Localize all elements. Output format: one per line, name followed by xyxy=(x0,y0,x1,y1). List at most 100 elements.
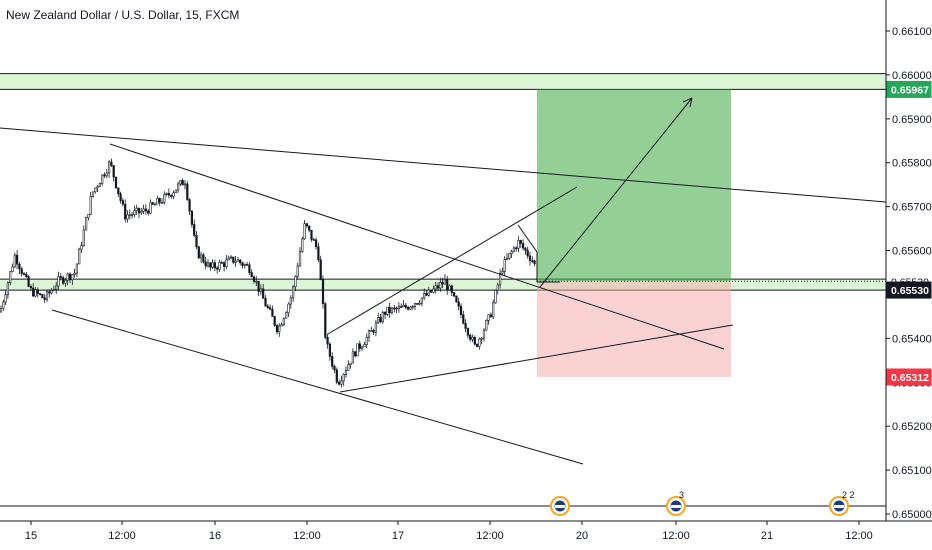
candle xyxy=(427,287,430,297)
candle-body xyxy=(494,289,497,304)
candle xyxy=(225,255,228,269)
candle-body xyxy=(71,274,74,281)
candle xyxy=(448,284,451,291)
candle xyxy=(296,262,299,279)
candle xyxy=(142,204,145,214)
chart-title: New Zealand Dollar / U.S. Dollar, 15, FX… xyxy=(6,8,239,22)
candle xyxy=(41,294,44,299)
candle-body xyxy=(85,217,88,231)
event-marker[interactable] xyxy=(550,496,570,516)
channel-bottom-line[interactable] xyxy=(51,309,584,465)
candle-body xyxy=(275,325,279,333)
candle xyxy=(347,360,350,371)
trendlines-layer[interactable] xyxy=(0,97,887,465)
candle xyxy=(342,373,345,386)
pattern-line-a[interactable] xyxy=(517,224,538,253)
candle-body xyxy=(73,272,76,275)
candle-body xyxy=(370,330,373,332)
candle xyxy=(234,256,237,267)
candle xyxy=(510,249,513,259)
resistance-zone[interactable] xyxy=(0,73,886,90)
time-tick-label: 16 xyxy=(209,530,221,542)
candle xyxy=(98,182,101,187)
candle xyxy=(236,257,240,262)
candle-body xyxy=(0,308,3,313)
candle xyxy=(73,268,76,278)
candle xyxy=(57,271,60,291)
candle-body xyxy=(156,198,159,205)
candle-body xyxy=(257,280,260,292)
price-badge: 0.65312 xyxy=(886,368,932,386)
candle-body xyxy=(50,290,53,294)
candle xyxy=(213,259,217,271)
upper-trendline[interactable] xyxy=(0,127,887,203)
candle-body xyxy=(517,240,520,249)
candle-body xyxy=(443,279,447,285)
candle xyxy=(519,239,522,248)
candle-body xyxy=(531,260,534,262)
candle-body xyxy=(57,276,60,287)
candle-body xyxy=(273,316,276,326)
candle-body xyxy=(528,255,532,261)
candle-body xyxy=(248,264,251,273)
candle xyxy=(193,219,196,238)
candle-body xyxy=(508,253,511,259)
target-arrow-line[interactable] xyxy=(539,97,693,288)
candle xyxy=(131,212,134,219)
candle-body xyxy=(121,200,124,205)
candle-body xyxy=(172,192,175,197)
candle xyxy=(418,300,421,306)
candle-body xyxy=(282,317,286,325)
candle xyxy=(50,288,53,295)
candle-body xyxy=(515,247,518,250)
time-tick-label: 20 xyxy=(576,530,588,542)
candle-body xyxy=(147,210,150,214)
candle xyxy=(156,195,159,205)
candle xyxy=(216,265,219,274)
target-zone[interactable] xyxy=(537,89,731,282)
candle-body xyxy=(294,276,297,288)
candle-body xyxy=(379,317,382,323)
long-position-tool[interactable] xyxy=(537,89,886,378)
stop-zone[interactable] xyxy=(537,281,731,378)
candle-body xyxy=(519,240,522,244)
candle-body xyxy=(75,263,78,274)
time-tick-label: 12:00 xyxy=(476,530,504,542)
candle-body xyxy=(48,291,51,294)
candle xyxy=(82,225,85,247)
candle xyxy=(278,323,281,337)
candle xyxy=(71,273,74,286)
candle-body xyxy=(342,374,345,382)
wedge-upper-line[interactable] xyxy=(327,186,578,335)
candle xyxy=(383,310,387,320)
candle-body xyxy=(32,287,35,297)
candle xyxy=(183,180,187,190)
candle xyxy=(43,294,46,303)
candle xyxy=(144,204,148,215)
event-marker[interactable]: 2 2 xyxy=(829,490,855,516)
candle-body xyxy=(482,329,486,339)
economic-events-layer[interactable]: 3 2 2 xyxy=(550,490,855,516)
candle-body xyxy=(2,301,5,309)
wedge-lower-line[interactable] xyxy=(339,324,734,393)
candle-body xyxy=(124,203,127,220)
event-marker[interactable]: 3 xyxy=(666,490,686,516)
candle-body xyxy=(423,293,426,299)
candle xyxy=(135,204,138,215)
candle-body xyxy=(250,272,253,278)
candle-body xyxy=(94,187,97,193)
channel-top-line[interactable] xyxy=(109,143,725,350)
candle xyxy=(105,168,108,179)
candle xyxy=(229,255,233,260)
candle xyxy=(374,319,378,337)
candle-body xyxy=(259,288,263,292)
candle xyxy=(480,337,483,345)
candle-body xyxy=(15,254,19,265)
candle-body xyxy=(278,325,281,333)
candle-body xyxy=(43,297,46,300)
candle-body xyxy=(223,262,226,267)
candle-body xyxy=(455,295,458,303)
candle xyxy=(179,179,182,187)
candle xyxy=(195,231,198,250)
